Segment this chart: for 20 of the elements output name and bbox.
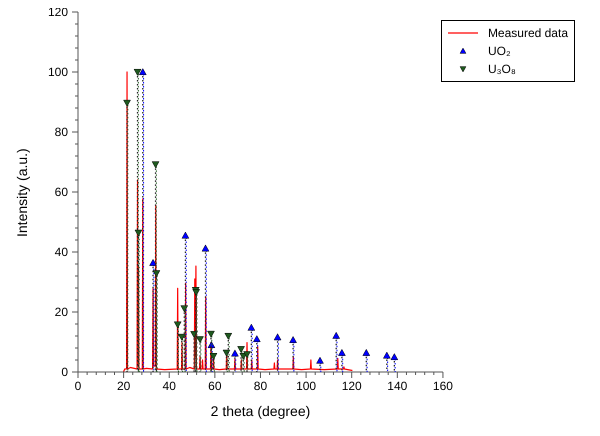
- x-tick-label: 20: [116, 379, 131, 393]
- y-tick-label: 80: [54, 125, 68, 139]
- x-tick-label: 120: [342, 379, 362, 393]
- x-tick-label: 140: [387, 379, 408, 393]
- y-tick-label: 20: [54, 305, 68, 319]
- y-tick-label: 0: [61, 365, 68, 379]
- y-axis-title: Intensity (a.u.): [14, 148, 30, 237]
- y-tick-label: 100: [48, 65, 68, 79]
- y-tick-label: 60: [54, 185, 68, 199]
- x-tick-label: 40: [162, 379, 176, 393]
- x-axis-title: 2 theta (degree): [210, 403, 310, 419]
- x-tick-label: 100: [296, 379, 316, 393]
- legend-label: U₃O₈: [488, 62, 516, 76]
- y-tick-label: 40: [54, 245, 68, 259]
- x-tick-label: 160: [432, 379, 454, 393]
- x-tick-label: 0: [74, 379, 82, 393]
- x-tick-label: 80: [254, 379, 268, 393]
- legend-label: Measured data: [488, 26, 568, 40]
- legend-label: UO₂: [488, 44, 511, 58]
- x-tick-label: 60: [208, 379, 222, 393]
